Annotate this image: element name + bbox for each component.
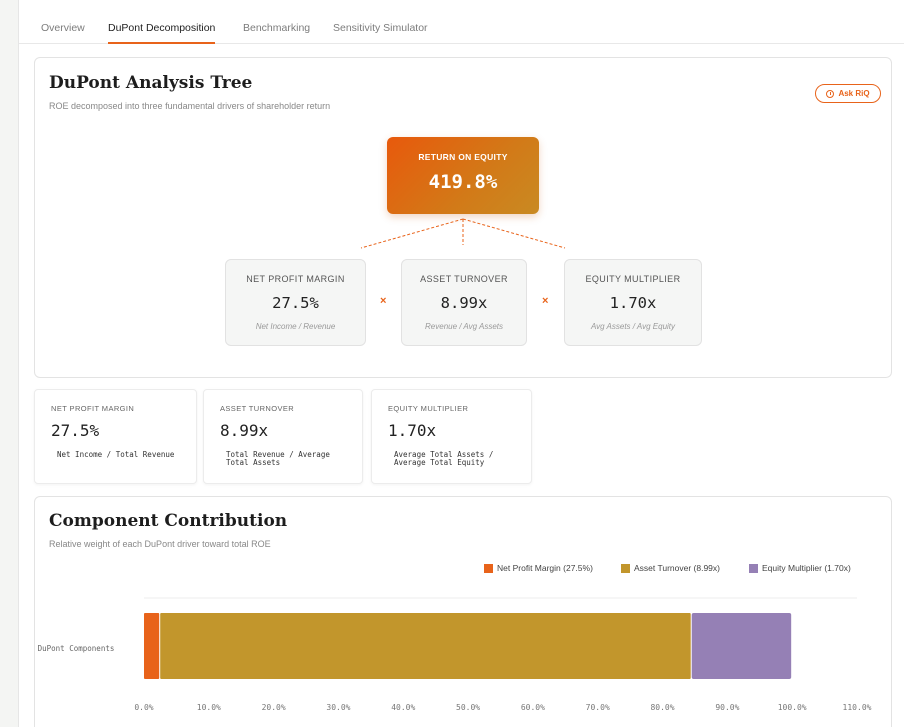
legend-item-equity-multiplier[interactable]: Equity Multiplier (1.70x) [749, 563, 851, 573]
tree-connectors [360, 218, 566, 249]
metric-card-net-profit-margin: NET PROFIT MARGIN 27.5% Net Income / Tot… [34, 389, 197, 484]
driver-equity-multiplier: EQUITY MULTIPLIER 1.70x Avg Assets / Avg… [564, 259, 702, 346]
driver-formula: Revenue / Avg Assets [425, 322, 503, 331]
x-tick-label: 0.0% [134, 703, 153, 712]
roe-label: RETURN ON EQUITY [418, 152, 508, 162]
component-contribution-card: Component Contribution Relative weight o… [34, 496, 892, 727]
page-container: Overview DuPont Decomposition Benchmarki… [18, 0, 904, 727]
connector-left [360, 218, 464, 249]
category-label: DuPont Components [38, 644, 115, 653]
x-tick-label: 100.0% [778, 703, 807, 712]
legend-swatch [621, 563, 630, 573]
card-subtitle: ROE decomposed into three fundamental dr… [49, 101, 331, 111]
legend-label: Equity Multiplier (1.70x) [762, 563, 851, 573]
roe-value: 419.8% [428, 171, 498, 193]
driver-value: 8.99x [440, 294, 488, 312]
tab-bar: Overview DuPont Decomposition Benchmarki… [19, 18, 904, 44]
x-tick-label: 90.0% [715, 703, 739, 712]
metric-label: ASSET TURNOVER [220, 404, 295, 413]
driver-net-profit-margin: NET PROFIT MARGIN 27.5% Net Income / Rev… [225, 259, 366, 346]
driver-value: 27.5% [272, 294, 319, 312]
legend-swatch [749, 563, 758, 573]
dupont-tree-card: DuPont Analysis Tree ROE decomposed into… [34, 57, 892, 378]
contribution-chart: DuPont Components 0.0% 10.0% 20.0% 30.0% 40.… [38, 597, 872, 712]
multiply-icon: × [380, 295, 387, 307]
driver-label: NET PROFIT MARGIN [246, 274, 345, 284]
legend-label: Net Profit Margin (27.5%) [497, 563, 593, 573]
ask-riq-label: Ask RiQ [838, 89, 870, 98]
tab-sensitivity-simulator[interactable]: Sensitivity Simulator [333, 22, 428, 34]
card-subtitle: Relative weight of each DuPont driver to… [49, 539, 271, 549]
driver-label: EQUITY MULTIPLIER [585, 274, 681, 284]
x-tick-label: 30.0% [326, 703, 350, 712]
metric-value: 1.70x [388, 421, 437, 440]
metric-formula: Net Income / Total Revenue [57, 450, 175, 459]
bar-segment-0[interactable] [144, 613, 160, 679]
x-tick-label: 80.0% [650, 703, 674, 712]
metric-card-asset-turnover: ASSET TURNOVER 8.99x Total Revenue / Ave… [203, 389, 363, 484]
metric-value: 27.5% [51, 421, 100, 440]
metric-card-equity-multiplier: EQUITY MULTIPLIER 1.70x Average Total As… [371, 389, 532, 484]
multiply-icon: × [542, 295, 549, 307]
card-title: Component Contribution [49, 511, 288, 531]
x-tick-label: 50.0% [456, 703, 480, 712]
legend-item-net-profit-margin[interactable]: Net Profit Margin (27.5%) [484, 563, 593, 573]
tab-dupont-decomposition[interactable]: DuPont Decomposition [108, 22, 216, 44]
connector-right [462, 218, 566, 249]
bar-segment-2[interactable] [691, 613, 792, 679]
metric-formula: Average Total Assets / Average Total Equ… [394, 450, 494, 467]
x-tick-label: 110.0% [843, 703, 872, 712]
x-tick-label: 10.0% [197, 703, 221, 712]
driver-formula: Net Income / Revenue [255, 322, 336, 331]
x-tick-label: 60.0% [521, 703, 545, 712]
metric-label: NET PROFIT MARGIN [51, 404, 135, 413]
metric-formula: Total Revenue / Average Total Assets [226, 450, 330, 467]
bar-segment-1[interactable] [160, 613, 691, 679]
x-tick-label: 20.0% [262, 703, 286, 712]
legend-swatch [484, 563, 493, 573]
driver-value: 1.70x [609, 294, 657, 312]
x-tick-label: 70.0% [586, 703, 610, 712]
x-tick-label: 40.0% [391, 703, 415, 712]
ask-riq-button[interactable]: Ask RiQ [815, 84, 881, 103]
tab-overview[interactable]: Overview [41, 22, 85, 34]
driver-asset-turnover: ASSET TURNOVER 8.99x Revenue / Avg Asset… [401, 259, 527, 346]
legend-item-asset-turnover[interactable]: Asset Turnover (8.99x) [621, 563, 720, 573]
legend-label: Asset Turnover (8.99x) [634, 563, 720, 573]
metric-label: EQUITY MULTIPLIER [388, 404, 469, 413]
metric-value: 8.99x [220, 421, 269, 440]
roe-node: RETURN ON EQUITY 419.8% [387, 137, 539, 214]
tab-benchmarking[interactable]: Benchmarking [243, 22, 311, 34]
card-title: DuPont Analysis Tree [49, 73, 253, 93]
driver-label: ASSET TURNOVER [420, 274, 508, 284]
clock-icon [826, 89, 835, 98]
driver-formula: Avg Assets / Avg Equity [590, 322, 676, 331]
